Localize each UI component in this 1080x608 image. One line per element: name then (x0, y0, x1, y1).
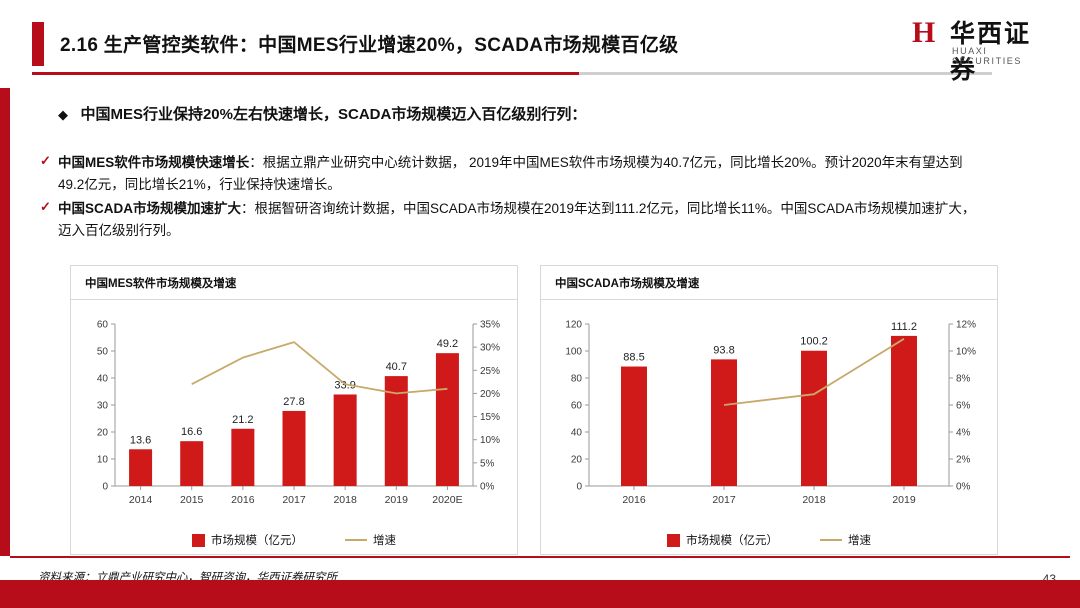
svg-text:16.6: 16.6 (181, 426, 202, 438)
chart-legend-scada: 市场规模（亿元） 增速 (541, 532, 997, 548)
paragraph-1-lead: 中国MES软件市场规模快速增长 (58, 155, 250, 170)
legend-item-line: 增速 (820, 532, 871, 548)
svg-text:20%: 20% (480, 389, 500, 400)
paragraph-2-lead: 中国SCADA市场规模加速扩大 (58, 201, 242, 216)
svg-text:93.8: 93.8 (713, 344, 734, 356)
left-edge-accent (0, 88, 10, 556)
legend-label-bar: 市场规模（亿元） (211, 535, 303, 547)
footer-band (0, 580, 1080, 608)
svg-text:100: 100 (565, 347, 582, 358)
svg-text:20: 20 (571, 455, 583, 466)
svg-text:13.6: 13.6 (130, 434, 151, 446)
svg-text:10: 10 (97, 455, 109, 466)
svg-text:2%: 2% (956, 455, 971, 466)
svg-text:0%: 0% (956, 482, 971, 493)
logo-name-en: HUAXI SECURITIES (952, 46, 1023, 66)
chart-title-scada: 中国SCADA市场规模及增速 (555, 278, 700, 290)
paragraph-2: 中国SCADA市场规模加速扩大：根据智研咨询统计数据，中国SCADA市场规模在2… (58, 198, 978, 242)
legend-label-bar: 市场规模（亿元） (686, 535, 778, 547)
company-logo: H 华西证券 HUAXI SECURITIES (912, 14, 1052, 84)
svg-text:40: 40 (571, 428, 583, 439)
chart-title-mes: 中国MES软件市场规模及增速 (85, 278, 237, 290)
svg-text:60: 60 (571, 401, 583, 412)
svg-text:21.2: 21.2 (232, 414, 253, 426)
svg-text:2016: 2016 (231, 494, 255, 506)
svg-text:8%: 8% (956, 374, 971, 385)
paragraph-1: 中国MES软件市场规模快速增长：根据立鼎产业研究中心统计数据， 2019年中国M… (58, 152, 978, 196)
header-accent-bar (32, 22, 44, 66)
header-divider (32, 72, 992, 75)
legend-item-bar: 市场规模（亿元） (667, 532, 778, 548)
svg-text:2018: 2018 (802, 494, 826, 506)
svg-text:88.5: 88.5 (623, 352, 644, 364)
legend-item-bar: 市场规模（亿元） (192, 532, 303, 548)
svg-text:6%: 6% (956, 401, 971, 412)
chart-panel-scada: 中国SCADA市场规模及增速 0 20 40 60 80 100 120 0% 2% 4% 6% 8%… (540, 265, 998, 555)
legend-label-line: 增速 (373, 535, 396, 547)
panel-divider (71, 299, 517, 300)
svg-text:20: 20 (97, 428, 109, 439)
chart-svg-mes: 0 10 20 30 40 50 60 0% 5% 10% 15% 20% 25% 30% 35% 2014 2… (97, 320, 500, 507)
chart-plot-mes: 0 10 20 30 40 50 60 0% 5% 10% 15% 20% 25% 30% 35% 2014 2… (71, 300, 517, 554)
logo-mark-icon: H (912, 16, 936, 49)
chart-legend-mes: 市场规模（亿元） 增速 (71, 532, 517, 548)
svg-text:2014: 2014 (129, 494, 153, 506)
paragraph-1-text: ：根据立鼎产业研究中心统计数据， 2019年中国MES软件市场规模为40.7亿元… (58, 155, 963, 192)
chart-panel-mes: 中国MES软件市场规模及增速 0 10 20 30 40 50 60 0% 5% 10% 15% 20… (70, 265, 518, 555)
svg-text:60: 60 (97, 320, 109, 331)
svg-text:49.2: 49.2 (437, 338, 458, 350)
svg-text:50: 50 (97, 347, 109, 358)
svg-text:12%: 12% (956, 320, 976, 331)
chart-plot-scada: 0 20 40 60 80 100 120 0% 2% 4% 6% 8% 10% 12% 2016 2017 2… (541, 300, 997, 554)
svg-text:30: 30 (97, 401, 109, 412)
page-header: 2.16 生产管控类软件：中国MES行业增速20%，SCADA市场规模百亿级 H… (0, 0, 1080, 88)
legend-swatch-line-icon (820, 539, 842, 541)
panel-divider (541, 299, 997, 300)
svg-text:2015: 2015 (180, 494, 204, 506)
svg-text:33.9: 33.9 (334, 379, 355, 391)
legend-swatch-bar-icon (667, 533, 680, 547)
svg-text:4%: 4% (956, 428, 971, 439)
check-icon-2: ✓ (40, 199, 51, 214)
legend-swatch-bar-icon (192, 533, 205, 547)
svg-text:0: 0 (102, 482, 108, 493)
chart-svg-scada: 0 20 40 60 80 100 120 0% 2% 4% 6% 8% 10% 12% 2016 2017 2… (565, 320, 976, 507)
footer-divider (10, 556, 1070, 558)
svg-text:2019: 2019 (892, 494, 916, 506)
headline-bullet: ◆ 中国MES行业保持20%左右快速增长，SCADA市场规模迈入百亿级别行列： (58, 103, 958, 124)
svg-text:2016: 2016 (622, 494, 646, 506)
svg-text:35%: 35% (480, 320, 500, 331)
svg-text:10%: 10% (956, 347, 976, 358)
svg-text:100.2: 100.2 (800, 336, 828, 348)
svg-text:40.7: 40.7 (386, 361, 407, 373)
svg-text:10%: 10% (480, 435, 500, 446)
svg-text:5%: 5% (480, 458, 495, 469)
diamond-icon: ◆ (58, 107, 68, 122)
svg-text:2018: 2018 (333, 494, 357, 506)
paragraph-2-text: ：根据智研咨询统计数据，中国SCADA市场规模在2019年达到111.2亿元，同… (58, 201, 976, 238)
svg-text:2020E: 2020E (432, 494, 462, 506)
check-icon-1: ✓ (40, 153, 51, 168)
legend-label-line: 增速 (848, 535, 871, 547)
svg-text:0%: 0% (480, 482, 495, 493)
svg-text:80: 80 (571, 374, 583, 385)
headline-text: 中国MES行业保持20%左右快速增长，SCADA市场规模迈入百亿级别行列： (80, 106, 587, 123)
legend-swatch-line-icon (345, 539, 367, 541)
svg-text:2017: 2017 (282, 494, 306, 506)
svg-text:0: 0 (576, 482, 582, 493)
logo-name-cn: 华西证券 (950, 21, 1032, 84)
svg-text:30%: 30% (480, 343, 500, 354)
page-title: 2.16 生产管控类软件：中国MES行业增速20%，SCADA市场规模百亿级 (60, 35, 679, 56)
svg-text:25%: 25% (480, 366, 500, 377)
svg-text:40: 40 (97, 374, 109, 385)
svg-text:2017: 2017 (712, 494, 736, 506)
svg-text:27.8: 27.8 (283, 396, 304, 408)
svg-text:2019: 2019 (385, 494, 409, 506)
svg-text:111.2: 111.2 (891, 321, 917, 333)
legend-item-line: 增速 (345, 532, 396, 548)
svg-text:15%: 15% (480, 412, 500, 423)
svg-text:120: 120 (565, 320, 582, 331)
